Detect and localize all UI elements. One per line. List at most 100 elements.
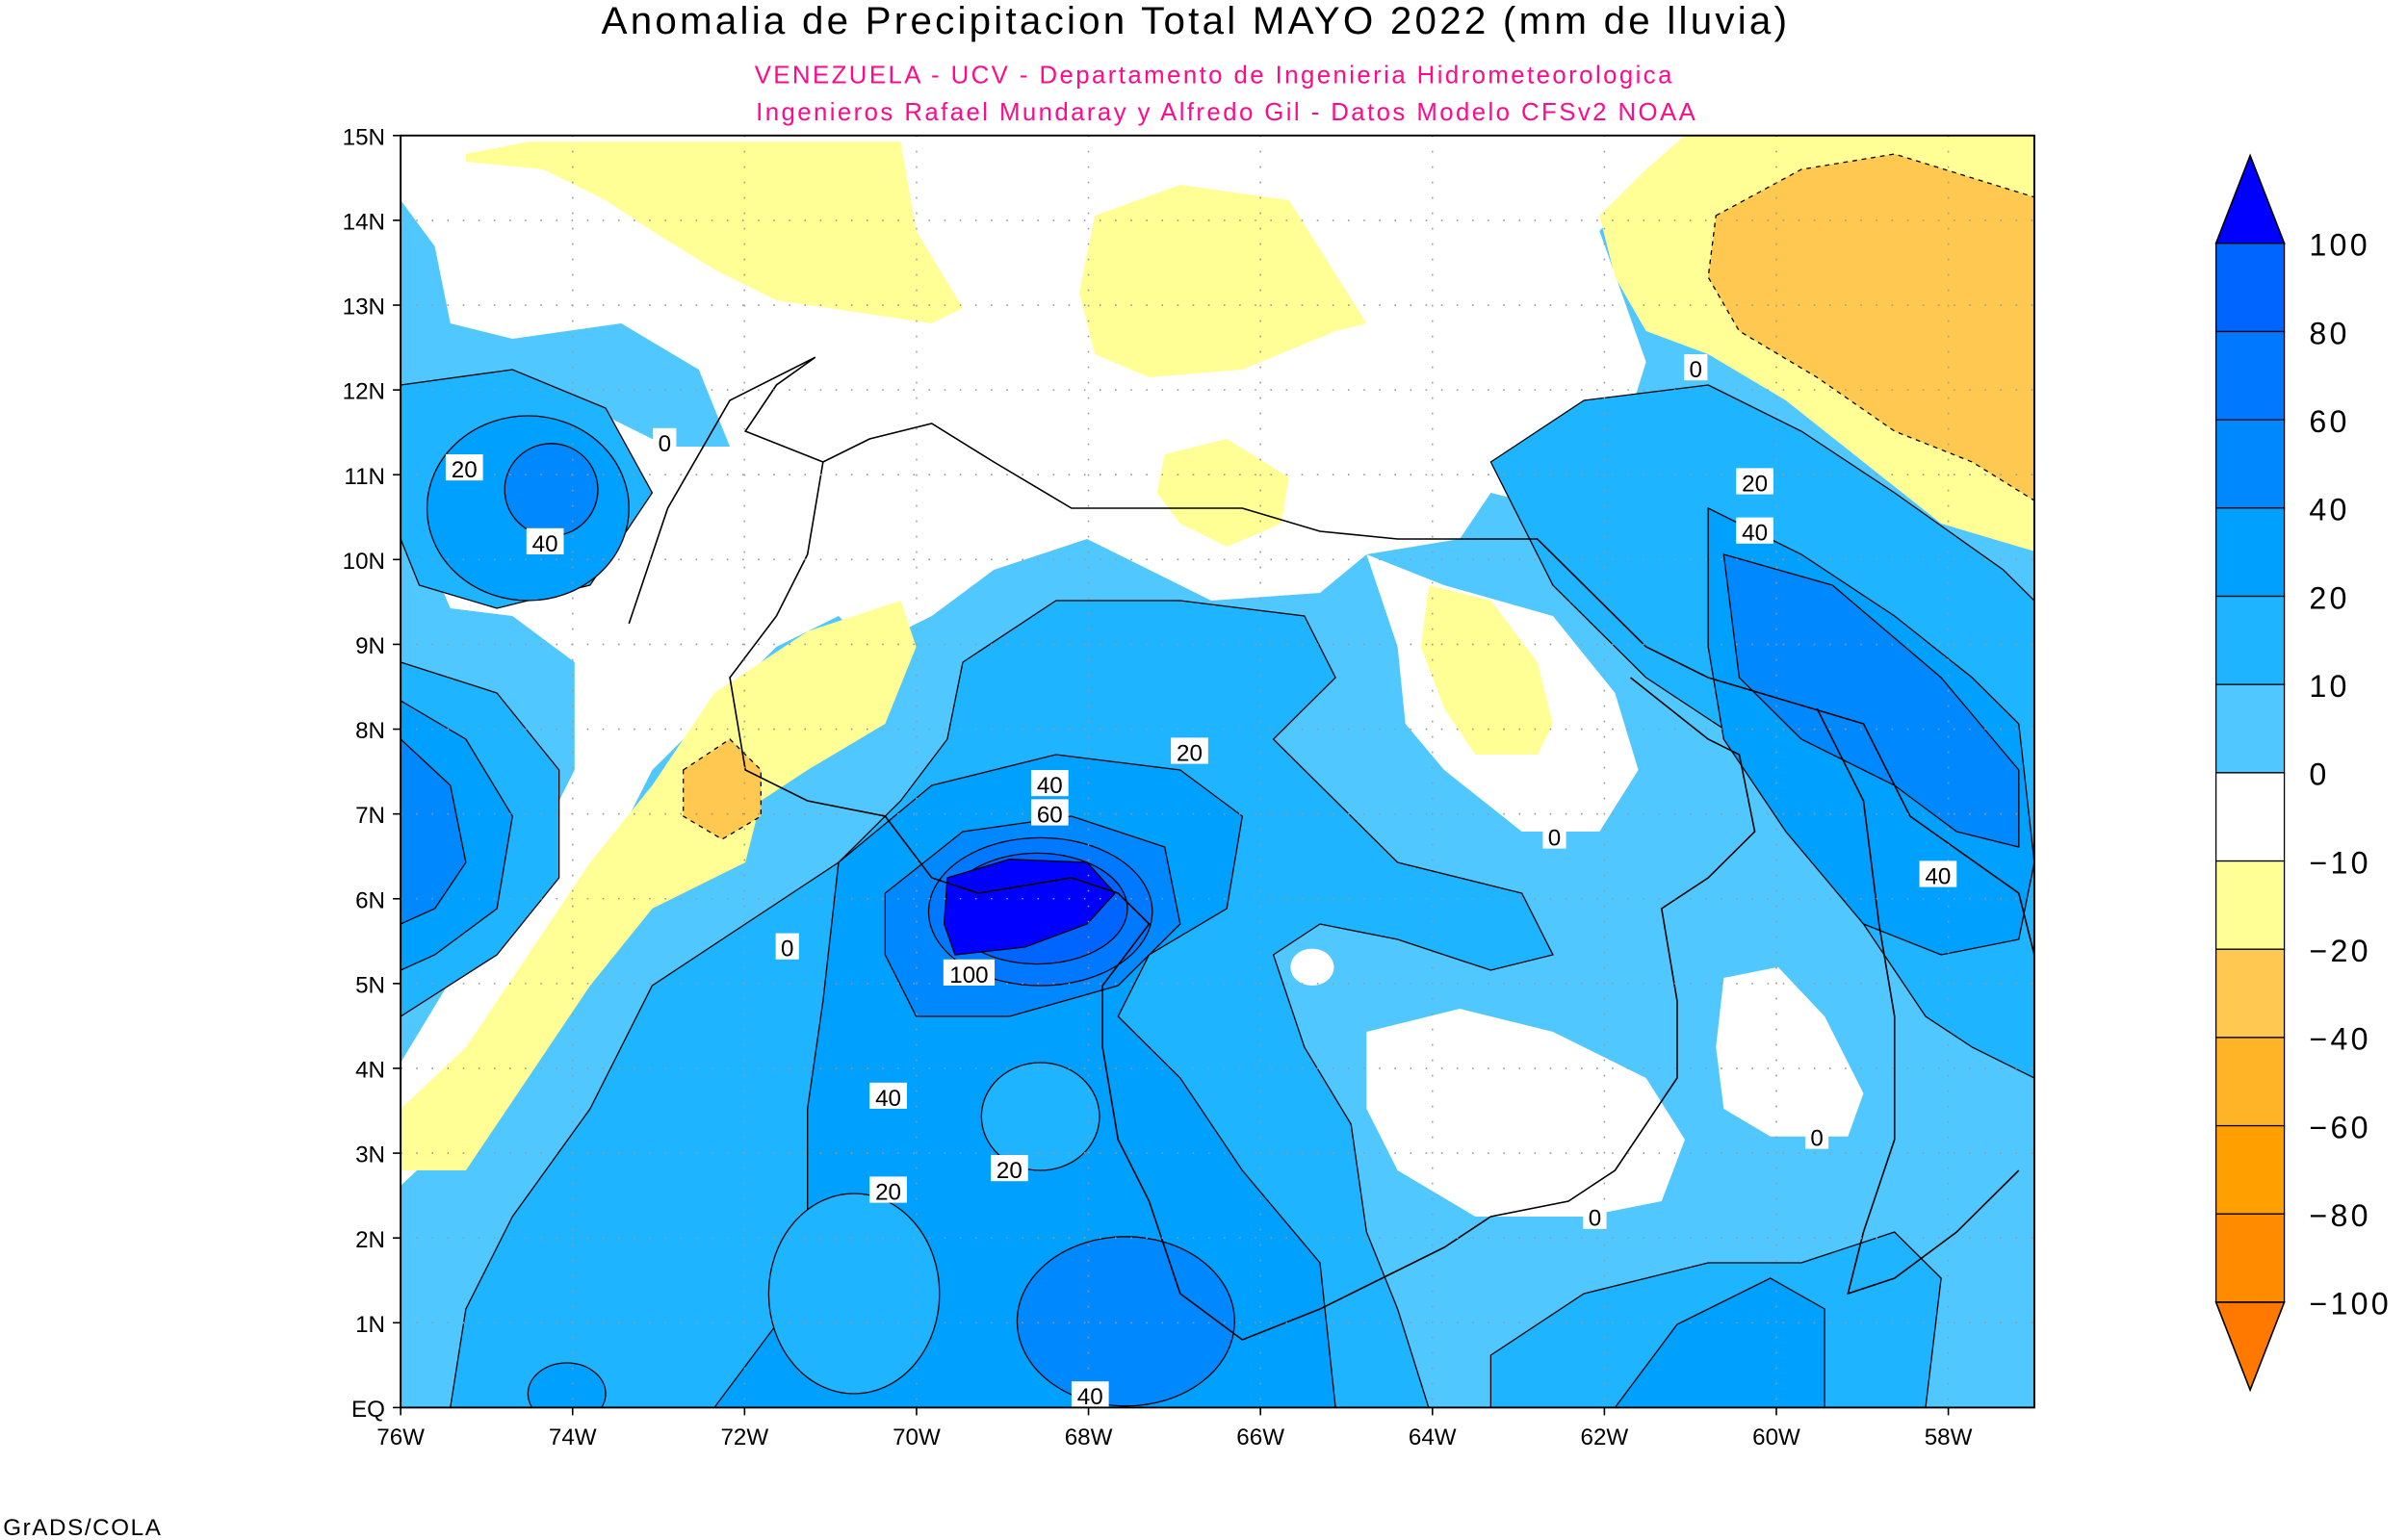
lat-tick-label: 7N [355,803,385,829]
colorbar-label: 40 [2309,493,2349,527]
contour-label: 40 [875,1086,901,1112]
lon-tick-label: 62W [1581,1424,1629,1450]
lon-tick-label: 68W [1065,1424,1113,1450]
colorbar-segment [2214,330,2286,421]
colorbar-segment [2214,683,2286,774]
lat-tick-label: 10N [343,549,385,575]
coastline [628,356,2034,956]
colorbar-segment [2214,595,2286,685]
contour-label-bg [1583,1202,1607,1229]
colorbar-label: −10 [2309,845,2370,880]
contour-label-bg [943,959,996,986]
anomaly-10-20-regions [767,1062,1100,1395]
anomaly-neutral-region [401,135,1685,1186]
colorbar-segment [2214,772,2286,862]
lat-tick-label: 5N [355,973,385,999]
colorbar-segment [2214,1037,2286,1127]
anomaly-very-dry-region [1707,153,2034,501]
colorbar-label: −80 [2309,1198,2370,1233]
colorbar-label: 10 [2309,669,2349,704]
contour-label-bg [1071,1381,1109,1408]
anomaly-over-100-region [943,859,1116,956]
contour-labels: 0 20 40 0 20 40 20 40 60 100 0 40 20 20 40 0 40 0 0 [445,354,1957,1410]
colorbar-label: 80 [2309,316,2349,350]
contour-label: 0 [659,431,671,457]
colorbar-segment [2214,1213,2286,1303]
colorbar-segment [2214,1124,2286,1215]
colorbar-segment [2214,507,2286,598]
lat-tick-label: 14N [343,210,385,236]
lat-tick-label: 9N [355,633,385,659]
anomaly-dry-region [1420,585,1553,755]
anomaly-dry-region [401,601,917,1170]
contour-label: 40 [1077,1384,1103,1410]
contour-label: 20 [1742,471,1768,497]
colorbar-label: 20 [2309,580,2349,615]
lon-tick-label: 64W [1409,1424,1457,1450]
lat-tick-label: EQ [351,1397,385,1423]
map-plot-area: 0 20 40 0 20 40 20 40 60 100 0 40 20 20 40 0 40 0 0 [401,135,2034,1410]
lon-tick-label: 70W [893,1424,941,1450]
figure-title: Anomalia de Precipitacion Total MAYO 202… [602,0,1791,42]
contour-label-bg [1805,1122,1829,1149]
colorbar-lower-arrow [2214,1301,2286,1393]
contour-label: 20 [875,1179,901,1205]
anomaly-neutral-region [1366,1009,1685,1217]
contour-label-bg [869,1082,907,1109]
contour-label: 0 [781,937,793,962]
contour-label-bg [1919,860,1957,887]
colorbar-label: −60 [2309,1111,2370,1145]
lat-tick-label: 6N [355,887,385,913]
lon-tick-label: 72W [720,1424,768,1450]
colorbar-segment [2214,948,2286,1039]
country-border [729,461,1756,1341]
lat-tick-label: 2N [355,1227,385,1253]
contour-label-bg [445,454,483,481]
lat-tick-label: 15N [343,124,385,150]
colorbar-segment [2214,243,2286,333]
anomaly-very-dry-region [683,738,762,840]
longitude-axis: 76W 74W 72W 70W 68W 66W 64W 62W 60W 58W [376,1407,1973,1450]
contour-label-bg [1684,354,1708,381]
contour-label: 20 [996,1158,1022,1184]
lat-tick-label: 1N [355,1312,385,1338]
contour-label: 40 [1925,863,1951,889]
anomaly-dry-region [1078,185,1367,377]
anomaly-dry-region [1156,439,1289,547]
lon-tick-label: 74W [549,1424,597,1450]
colorbar-label: −100 [2309,1287,2392,1322]
contour-label-bg [1171,737,1208,764]
contour-label-bg [1736,468,1773,495]
lat-tick-label: 13N [343,295,385,321]
contour-label-bg [1030,770,1069,797]
grads-credit: GrADS/COLA [3,1515,162,1540]
colorbar-upper-arrow [2214,153,2286,244]
anomaly-neutral-region [1290,948,1334,986]
colorbar-segment [2214,419,2286,509]
contour-label: 0 [1548,825,1561,851]
colorbar-label: 60 [2309,404,2349,439]
contour-label-bg [1542,822,1566,849]
contour-label-bg [775,933,799,960]
lat-tick-label: 3N [355,1142,385,1168]
subtitle-institution: VENEZUELA - UCV - Departamento de Ingeni… [755,62,1674,89]
contour-label: 0 [1589,1206,1601,1232]
lat-tick-label: 4N [355,1058,385,1084]
lat-tick-label: 8N [355,718,385,744]
contour-label-bg [1736,517,1773,544]
colorbar-label: 0 [2309,757,2329,792]
contour-label-bg [869,1176,907,1203]
contour-label-bg [1030,799,1069,826]
colorbar-label: −20 [2309,934,2370,968]
lon-tick-label: 66W [1236,1424,1284,1450]
contour-label-bg [991,1155,1028,1182]
contour-label-bg [526,527,564,554]
contour-label: 20 [452,457,478,483]
lat-tick-label: 12N [343,379,385,405]
subtitle-authors: Ingenieros Rafael Mundaray y Alfredo Gil… [756,99,1697,126]
anomaly-neutral-region [1716,966,1864,1137]
lon-tick-label: 60W [1752,1424,1800,1450]
contour-label: 0 [1810,1125,1823,1151]
